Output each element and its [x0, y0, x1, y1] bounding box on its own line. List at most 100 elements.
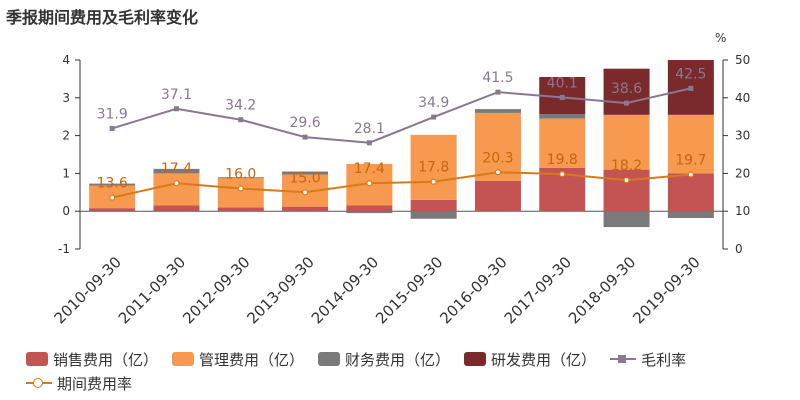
legend-label-admin: 管理费用（亿）: [199, 350, 305, 369]
point-gross-margin: [302, 134, 308, 140]
bar-rnd: [603, 68, 650, 115]
data-label-expense-ratio: 19.7: [675, 153, 706, 169]
chart-legend: 销售费用（亿） 管理费用（亿） 财务费用（亿） 研发费用（亿） 毛利率 期间费用…: [26, 347, 796, 395]
legend-symbol-gross-margin: [610, 352, 637, 366]
bar-admin: [539, 118, 586, 168]
legend-item-rnd[interactable]: 研发费用（亿）: [464, 349, 596, 370]
point-expense-ratio: [430, 178, 437, 185]
left-tick-label: -1: [58, 242, 70, 256]
legend-item-expense-ratio[interactable]: 期间费用率: [26, 373, 132, 394]
legend-item-gross-margin[interactable]: 毛利率: [610, 349, 686, 370]
x-tick-label: 2013-09-30: [243, 253, 317, 327]
point-gross-margin: [431, 114, 437, 120]
point-gross-margin: [109, 125, 115, 131]
bar-sales: [217, 207, 264, 212]
bar-admin: [153, 173, 200, 206]
right-tick-label: 0: [735, 242, 743, 256]
point-expense-ratio: [109, 194, 116, 201]
data-label-expense-ratio: 13.6: [97, 176, 128, 192]
data-label-gross-margin: 28.1: [354, 121, 385, 137]
point-expense-ratio: [366, 180, 373, 187]
bar-admin: [410, 134, 457, 200]
point-gross-margin: [238, 117, 244, 123]
x-tick-label: 2016-09-30: [436, 253, 510, 327]
bar-sales: [474, 180, 521, 212]
data-label-gross-margin: 40.1: [547, 75, 578, 91]
data-label-expense-ratio: 19.8: [547, 152, 578, 168]
point-gross-margin: [688, 85, 694, 91]
right-tick-label: 50: [735, 53, 750, 67]
point-gross-margin: [173, 106, 179, 112]
bar-sales: [282, 206, 329, 212]
bar-finance: [217, 177, 264, 178]
point-gross-margin: [366, 140, 372, 146]
point-expense-ratio: [301, 189, 309, 196]
legend-item-admin[interactable]: 管理费用（亿）: [172, 349, 304, 370]
data-label-expense-ratio: 17.4: [161, 161, 192, 177]
legend-label-sales: 销售费用（亿）: [53, 350, 159, 369]
right-tick-label: 40: [735, 91, 750, 105]
data-label-gross-margin: 34.9: [418, 95, 449, 111]
legend-label-rnd: 研发费用（亿）: [491, 350, 597, 369]
data-label-gross-margin: 29.6: [289, 115, 320, 131]
legend-label-expense-ratio: 期间费用率: [57, 374, 133, 393]
legend-swatch-rnd: [464, 352, 487, 366]
bar-finance: [346, 211, 393, 214]
x-tick-label: 2012-09-30: [179, 253, 253, 327]
point-expense-ratio: [687, 171, 694, 178]
point-gross-margin: [495, 89, 501, 95]
point-expense-ratio: [237, 185, 244, 192]
legend-row-1: 销售费用（亿） 管理费用（亿） 财务费用（亿） 研发费用（亿） 毛利率: [26, 347, 796, 371]
point-expense-ratio: [559, 171, 566, 178]
legend-symbol-expense-ratio: [26, 376, 52, 390]
chart-title: 季报期间费用及毛利率变化: [6, 8, 199, 27]
right-tick-label: 20: [735, 166, 750, 180]
bar-sales: [667, 173, 714, 212]
line-gross-margin: [111, 87, 692, 144]
bar-sales: [89, 208, 136, 212]
bar-finance: [410, 211, 457, 219]
left-tick-label: 3: [62, 91, 70, 105]
bar-finance: [153, 168, 200, 174]
x-tick-label: 2018-09-30: [565, 253, 639, 327]
bar-finance: [603, 211, 650, 228]
legend-item-finance[interactable]: 财务费用（亿）: [318, 349, 450, 370]
bar-sales: [153, 205, 200, 212]
point-expense-ratio: [173, 180, 180, 187]
point-gross-margin: [624, 100, 630, 106]
bar-admin: [603, 114, 650, 170]
bar-admin: [217, 177, 264, 208]
right-tick-label: 10: [735, 204, 750, 218]
bar-sales: [603, 169, 650, 212]
bar-sales: [346, 205, 393, 212]
data-label-gross-margin: 37.1: [161, 87, 192, 103]
legend-item-sales[interactable]: 销售费用（亿）: [26, 349, 158, 370]
left-tick-label: 2: [62, 129, 70, 143]
x-tick-label: 2011-09-30: [115, 253, 189, 327]
legend-row-2: 期间费用率: [26, 371, 796, 395]
data-label-expense-ratio: 17.4: [354, 161, 385, 177]
x-tick-label: 2010-09-30: [51, 253, 125, 327]
data-label-expense-ratio: 16.0: [225, 167, 256, 183]
x-tick-label: 2017-09-30: [501, 253, 575, 327]
legend-swatch-finance: [318, 352, 341, 366]
bar-finance: [89, 183, 136, 186]
bar-finance: [474, 109, 521, 113]
data-label-gross-margin: 31.9: [97, 106, 128, 122]
right-axis-unit: %: [715, 31, 726, 45]
line-expense-ratio: [111, 171, 691, 199]
data-label-gross-margin: 34.2: [225, 98, 256, 114]
data-label-expense-ratio: 17.8: [418, 160, 449, 176]
bar-finance: [539, 114, 586, 119]
point-expense-ratio: [494, 169, 502, 176]
data-label-expense-ratio: 15.0: [289, 170, 320, 186]
bar-sales: [410, 199, 457, 212]
legend-label-gross-margin: 毛利率: [641, 350, 687, 369]
data-label-expense-ratio: 20.3: [482, 150, 513, 166]
data-label-expense-ratio: 18.2: [611, 158, 642, 174]
point-expense-ratio: [623, 177, 630, 184]
data-label-gross-margin: 42.5: [675, 66, 706, 82]
left-tick-label: 4: [62, 53, 70, 67]
data-label-gross-margin: 38.6: [611, 81, 642, 97]
bar-finance: [282, 171, 329, 175]
